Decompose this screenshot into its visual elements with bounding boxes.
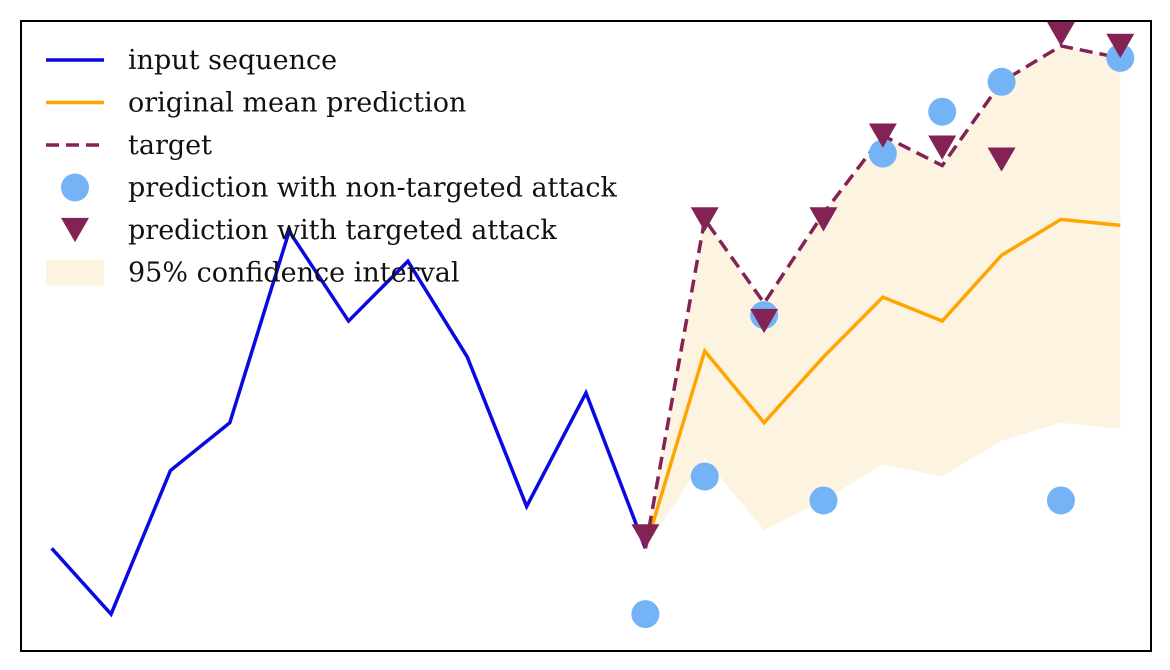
legend: input sequence original mean prediction ta… — [46, 45, 617, 289]
non-targeted-point — [690, 462, 719, 491]
targeted-point — [1106, 33, 1135, 59]
non-targeted-point — [928, 97, 957, 126]
targeted-point — [928, 135, 957, 160]
mean-prediction-line — [643, 217, 1121, 549]
legend-swatch-triangle — [61, 217, 89, 243]
plot-area — [50, 21, 1135, 629]
targeted-point — [631, 524, 660, 549]
targeted-point — [1046, 21, 1075, 47]
legend-label: input sequence — [128, 45, 337, 76]
non-targeted-point — [1046, 486, 1075, 515]
targeted-point — [868, 123, 897, 148]
targeted-point — [750, 308, 779, 334]
non-targeted-point — [987, 67, 1016, 96]
targeted-point — [987, 147, 1016, 172]
non-targeted-point — [868, 139, 897, 168]
legend-label: original mean prediction — [128, 88, 466, 119]
legend-label: prediction with targeted attack — [128, 215, 557, 246]
legend-label: 95% confidence interval — [128, 258, 459, 289]
targeted-point — [809, 207, 838, 232]
legend-swatch-confidence — [46, 259, 104, 286]
non-targeted-point — [809, 486, 838, 515]
legend-swatch-circle — [61, 173, 89, 202]
input-sequence-line — [50, 227, 648, 618]
targeted-point — [690, 207, 719, 232]
legend-label: prediction with non-targeted attack — [128, 173, 617, 204]
non-targeted-point — [631, 600, 660, 629]
legend-label: target — [128, 130, 212, 161]
